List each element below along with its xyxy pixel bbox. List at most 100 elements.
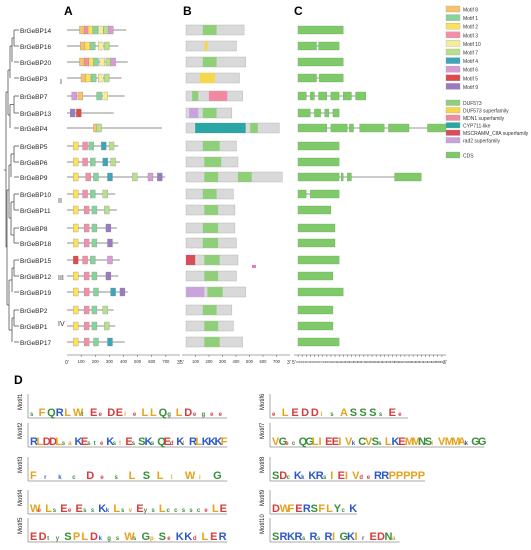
axis-end-label: 3' [287,360,291,366]
motif-box [91,271,98,281]
domain-panel [185,24,283,348]
motif-panel [67,25,166,347]
motif-box [73,305,79,315]
axis-tick-label: 2000 [373,361,379,364]
axis-tick-label: 100 [296,361,301,364]
cds-box [319,73,344,83]
motif-box [83,287,90,297]
axis-tick-label: 3100 [419,361,425,364]
motif-box [85,172,91,182]
logo-motif-label: Motif4 [18,489,24,506]
motif-box [99,57,105,67]
gene-label: BrGeBP14 [20,28,51,35]
motif-box [157,172,163,182]
legend-swatch [445,83,461,90]
motif-box [110,287,116,297]
axis-start-label: 5' [180,360,184,366]
logo-sequence: DWFERSFLYc K [272,503,357,515]
cds-box [314,108,321,118]
axis-tick-label: 2400 [390,361,396,364]
cds-box [297,321,334,331]
protein-bar [185,40,237,52]
gene-label: BrGeBP1 [20,324,48,331]
gene-label: BrGeBP15 [20,258,51,265]
motif-box [93,287,99,297]
panel-label-D: D [14,373,23,387]
cds-box [297,41,317,51]
motif-box [102,157,108,167]
logo-sequence: RLDDLs a KEs t e Ks l Es SKs QEd Kl RLKKKF [30,436,228,448]
axis-start-label: 0' [65,360,69,366]
logo-motif-label: Motif8 [260,456,266,473]
axis-tick-label: 1300 [345,361,351,364]
axis-tick-label: 3200 [423,361,429,364]
legend-label: DUF573 [463,101,482,107]
axis-tick-label: 2600 [398,361,404,364]
motif-box [73,205,79,215]
domain-box [186,287,205,297]
cds-box [297,108,311,118]
axis-tick-label: 500 [134,359,142,364]
axis-tick-label: 2200 [382,361,388,364]
legend-label: Motif 1 [463,16,478,22]
domain-box [207,287,223,297]
cds-box [297,337,340,347]
axis-end-label: 3' [177,360,181,366]
motif-box [80,41,86,51]
motif-box [77,91,84,101]
motif-box [73,157,79,167]
group-label-I: I [60,79,62,86]
axes: 0' 100 200 300 400 500 600 700 3' 5' 100 200 300 400 5… [65,354,447,366]
gene-label: BrGeBP16 [20,44,51,51]
motif-box [90,189,96,199]
legend-swatch [445,31,461,38]
domain-box [202,25,217,35]
axis-tick-label: 600 [260,359,268,364]
motif-box [107,337,113,347]
motif-box [105,223,112,233]
legend-label: Motif 9 [463,85,478,91]
axis-tick-label: 3500 [435,361,441,364]
cds-box [324,108,329,118]
domain-box [202,223,219,233]
motif-box [83,321,90,331]
motif-box [91,321,98,331]
cds-box [297,223,336,233]
motif-box [110,57,116,67]
motif-box [110,157,116,167]
motif-box [119,287,126,297]
axis-start-label: 5' [292,360,296,366]
domain-box [204,337,220,347]
domain-box [186,255,196,265]
motif-box [132,172,138,182]
motif-box [73,172,79,182]
domain-box [204,321,219,331]
motif-box [103,25,109,35]
logo-sequence: SRKRs Rs RI GKI r EDNa [272,531,396,543]
gene-label: BrGeBP9 [20,175,48,182]
cds-box [297,172,340,182]
motif-box [97,25,104,35]
logo-motif-label: Motif1 [18,393,24,410]
motif-box [107,172,113,182]
cds-box [297,255,340,265]
axis-tick-label: 600 [317,361,322,364]
axis-tick-label: 1100 [337,361,343,364]
motif-box [71,91,77,101]
axis-tick-label: 2100 [378,361,384,364]
domain-box [202,141,220,151]
motif-box [80,73,87,83]
motif-box [108,25,114,35]
gene-label: BrGeBP18 [20,241,51,248]
axis-tick-label: 600 [148,359,156,364]
logo-sequence: s F QRL Wt Ee DEl e L L Qg L De g e e [30,407,223,419]
cds-box [297,205,332,215]
gene-label: BrGeBP4 [20,126,48,133]
logo-motif-label: Motif5 [18,517,24,534]
motif-box [105,271,112,281]
motif-box [73,271,79,281]
cds-box [297,57,344,67]
axis-tick-label: 100 [192,359,200,364]
